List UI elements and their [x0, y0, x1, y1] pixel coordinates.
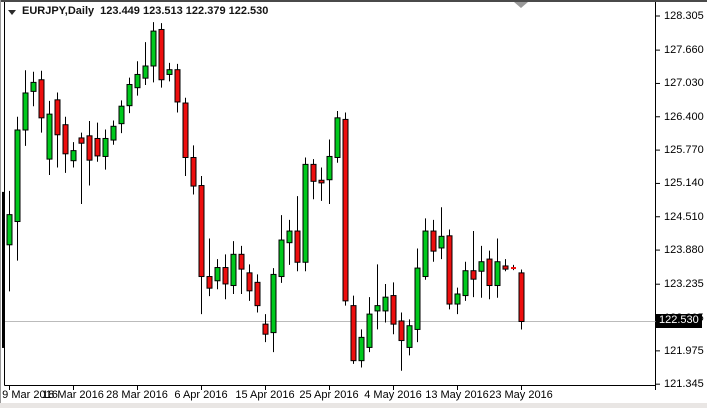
candle-body [46, 113, 53, 160]
time-axis-label: 18 Mar 2016 [42, 389, 104, 401]
candle-body [222, 267, 229, 285]
candle-body [110, 125, 117, 141]
candle-body [398, 320, 405, 342]
candle-body [214, 267, 221, 282]
candle-body [174, 69, 181, 103]
candle-body [14, 129, 21, 223]
price-axis-label: 126.400 [664, 110, 704, 123]
candle-body [366, 313, 373, 348]
candle-body [126, 84, 133, 107]
candle-body [30, 81, 37, 92]
candle-body [310, 163, 317, 182]
candle-body [22, 92, 29, 131]
candle-body [238, 253, 245, 270]
candle-body [38, 79, 45, 119]
candle-body [302, 163, 309, 263]
chart-menu-arrow-icon[interactable] [8, 9, 16, 15]
time-axis-label: 25 Apr 2016 [299, 389, 359, 401]
candle-body [54, 99, 61, 136]
price-axis-label: 123.880 [664, 244, 704, 257]
candle-body [278, 239, 285, 278]
price-axis-label: 121.345 [664, 378, 704, 391]
candle-body [470, 270, 477, 280]
candle-body [502, 265, 509, 270]
time-axis-label: 15 Apr 2016 [235, 389, 295, 401]
time-axis-label: 6 Apr 2016 [174, 389, 228, 401]
candle-body [462, 270, 469, 297]
price-axis-label: 125.140 [664, 177, 704, 190]
candle-body [518, 272, 525, 322]
candle-body [246, 272, 253, 292]
window-left-edge [0, 0, 1, 403]
price-axis-label: 128.305 [664, 10, 704, 22]
candle-body [94, 137, 101, 157]
price-axis-label: 127.660 [664, 44, 704, 57]
time-axis-label: 9 Mar 2016 [2, 389, 58, 401]
candle-body [62, 124, 69, 155]
candle-body [390, 295, 397, 325]
candle-body [206, 276, 213, 289]
candle-body [150, 30, 157, 67]
candle-body [374, 305, 381, 312]
candle-body [86, 135, 93, 161]
candle-body [78, 137, 85, 144]
time-axis-label: 23 May 2016 [489, 389, 553, 401]
symbol-period-label: EURJPY,Daily [22, 5, 95, 17]
price-axis-label: 127.030 [664, 77, 704, 90]
candle-body [182, 102, 189, 159]
title-ohlc-values: 123.449 123.513 122.379 122.530 [100, 5, 269, 17]
candle-body [262, 323, 269, 335]
price-axis-label: 124.510 [664, 210, 704, 223]
price-axis-label: 125.770 [664, 144, 704, 157]
candle-body [102, 137, 109, 157]
candle-body [190, 157, 197, 187]
candle-body [478, 261, 485, 272]
candle-body [414, 267, 421, 330]
time-axis-label: 28 Mar 2016 [106, 389, 168, 401]
time-axis-label: 4 May 2016 [364, 389, 422, 401]
candle-body [438, 235, 445, 249]
time-axis-label: 13 May 2016 [425, 389, 489, 401]
candle-body [382, 296, 389, 312]
chart-shift-marker-icon[interactable] [514, 2, 528, 8]
window-bottom-edge [0, 403, 707, 408]
candle-body [286, 230, 293, 244]
price-axis-label: 121.975 [664, 344, 704, 357]
candle-body [230, 253, 237, 287]
candle-body [334, 117, 341, 159]
window-top-edge [0, 0, 707, 2]
candle-body [454, 293, 461, 305]
chart-title: EURJPY,Daily 123.449 123.513 122.379 122… [8, 5, 268, 17]
candle-body [166, 69, 173, 75]
candle-body [422, 230, 429, 278]
candle-body [118, 105, 125, 125]
candle-body [158, 28, 165, 81]
candle-body [142, 65, 149, 79]
candle-body [358, 336, 365, 362]
price-axis-label: 123.235 [664, 278, 704, 291]
candle-body [494, 261, 501, 287]
candle-body [270, 273, 277, 334]
candle-body [350, 305, 357, 362]
candle-body [446, 235, 453, 305]
candle-body [134, 73, 141, 89]
candle-body [70, 150, 77, 162]
candle-body [254, 281, 261, 307]
candle-body [6, 214, 13, 246]
candle-body [342, 118, 349, 302]
candle-body [406, 325, 413, 348]
current-price-tag: 122.530 [656, 314, 702, 329]
candle-body [486, 258, 493, 287]
candle-body [430, 230, 437, 252]
clipped-candle [2, 191, 5, 348]
candle-body [318, 179, 325, 184]
candle-body [326, 155, 333, 181]
candle-body [294, 230, 301, 263]
candle-body [198, 185, 205, 278]
